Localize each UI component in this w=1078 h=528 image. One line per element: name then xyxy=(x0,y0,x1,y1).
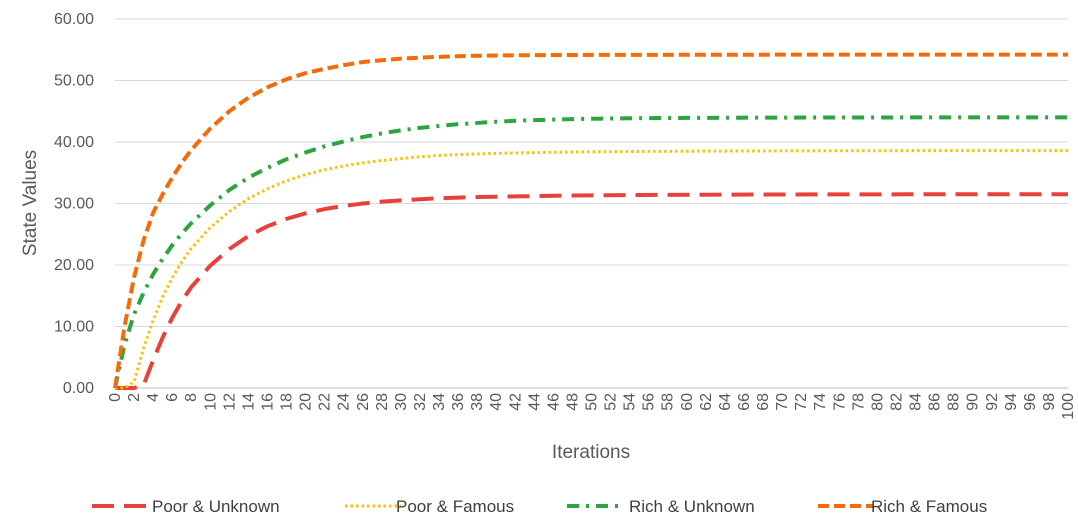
x-tick-label: 76 xyxy=(831,393,848,411)
x-tick-label: 38 xyxy=(469,393,486,411)
x-axis-title: Iterations xyxy=(552,442,630,463)
y-axis-ticks: 0.00 10.00 20.00 30.00 40.00 50.00 60.00 xyxy=(54,11,94,397)
x-tick-label: 58 xyxy=(660,393,677,411)
x-tick-label: 36 xyxy=(450,393,467,411)
x-tick-label: 48 xyxy=(564,393,581,411)
x-tick-label: 44 xyxy=(526,393,543,411)
x-tick-label: 68 xyxy=(755,393,772,411)
x-tick-label: 26 xyxy=(355,393,372,411)
series-lines xyxy=(113,52,1068,390)
x-tick-label: 42 xyxy=(507,393,524,411)
x-tick-label: 28 xyxy=(374,393,391,411)
x-tick-label: 88 xyxy=(946,393,963,411)
series-line-rich-unknown xyxy=(113,115,1068,389)
x-tick-label: 18 xyxy=(279,393,296,411)
x-tick-label: 40 xyxy=(488,393,505,411)
x-tick-label: 34 xyxy=(431,393,448,411)
y-tick-label: 40.00 xyxy=(54,134,94,151)
x-tick-label: 62 xyxy=(698,393,715,411)
legend-label-rich-famous: Rich & Famous xyxy=(871,497,987,516)
x-tick-label: 0 xyxy=(107,393,124,402)
x-tick-label: 92 xyxy=(984,393,1001,411)
x-tick-label: 60 xyxy=(679,393,696,411)
x-tick-label: 54 xyxy=(622,393,639,411)
x-tick-label: 52 xyxy=(603,393,620,411)
x-tick-label: 86 xyxy=(927,393,944,411)
x-tick-label: 78 xyxy=(850,393,867,411)
x-tick-label: 74 xyxy=(812,393,829,411)
x-tick-label: 90 xyxy=(965,393,982,411)
y-tick-label: 10.00 xyxy=(54,319,94,336)
x-tick-label: 4 xyxy=(145,393,162,402)
x-tick-label: 98 xyxy=(1041,393,1058,411)
x-tick-label: 8 xyxy=(183,393,200,402)
x-tick-label: 16 xyxy=(259,393,276,411)
x-tick-label: 2 xyxy=(126,393,143,402)
x-tick-label: 82 xyxy=(888,393,905,411)
x-tick-label: 94 xyxy=(1003,393,1020,411)
x-tick-label: 80 xyxy=(869,393,886,411)
legend-label-rich-unknown: Rich & Unknown xyxy=(629,497,755,516)
x-tick-label: 6 xyxy=(164,393,181,402)
x-tick-label: 66 xyxy=(736,393,753,411)
x-tick-label: 70 xyxy=(774,393,791,411)
y-tick-label: 0.00 xyxy=(63,380,94,397)
x-tick-label: 100 xyxy=(1060,393,1077,420)
x-tick-label: 30 xyxy=(393,393,410,411)
x-tick-label: 12 xyxy=(221,393,238,411)
x-tick-label: 46 xyxy=(545,393,562,411)
legend: Poor & Unknown Poor & Famous Rich & Unknow… xyxy=(92,497,987,516)
gridlines xyxy=(115,18,1068,327)
x-tick-label: 84 xyxy=(908,393,925,411)
x-tick-label: 14 xyxy=(240,393,257,411)
x-tick-label: 22 xyxy=(317,393,334,411)
y-tick-label: 50.00 xyxy=(54,73,94,90)
y-tick-label: 30.00 xyxy=(54,196,94,213)
x-tick-label: 56 xyxy=(641,393,658,411)
y-tick-label: 60.00 xyxy=(54,11,94,28)
legend-label-poor-famous: Poor & Famous xyxy=(396,497,514,516)
legend-label-poor-unknown: Poor & Unknown xyxy=(152,497,280,516)
x-tick-label: 24 xyxy=(336,393,353,411)
series-line-poor-famous xyxy=(115,149,1068,390)
x-tick-label: 72 xyxy=(793,393,810,411)
x-tick-label: 20 xyxy=(298,393,315,411)
y-tick-label: 20.00 xyxy=(54,257,94,274)
x-tick-label: 50 xyxy=(584,393,601,411)
x-tick-label: 10 xyxy=(202,393,219,411)
x-tick-label: 64 xyxy=(717,393,734,411)
y-axis-title: State Values xyxy=(20,150,41,256)
x-tick-label: 96 xyxy=(1022,393,1039,411)
series-line-poor-unknown xyxy=(115,192,1068,390)
x-tick-label: 32 xyxy=(412,393,429,411)
series-line-rich-famous xyxy=(113,52,1068,389)
x-axis: 0 2 4 6 8 10 12 14 16 18 20 22 24 26 28 30 32 34 36 38 40 42 4… xyxy=(107,387,1077,420)
